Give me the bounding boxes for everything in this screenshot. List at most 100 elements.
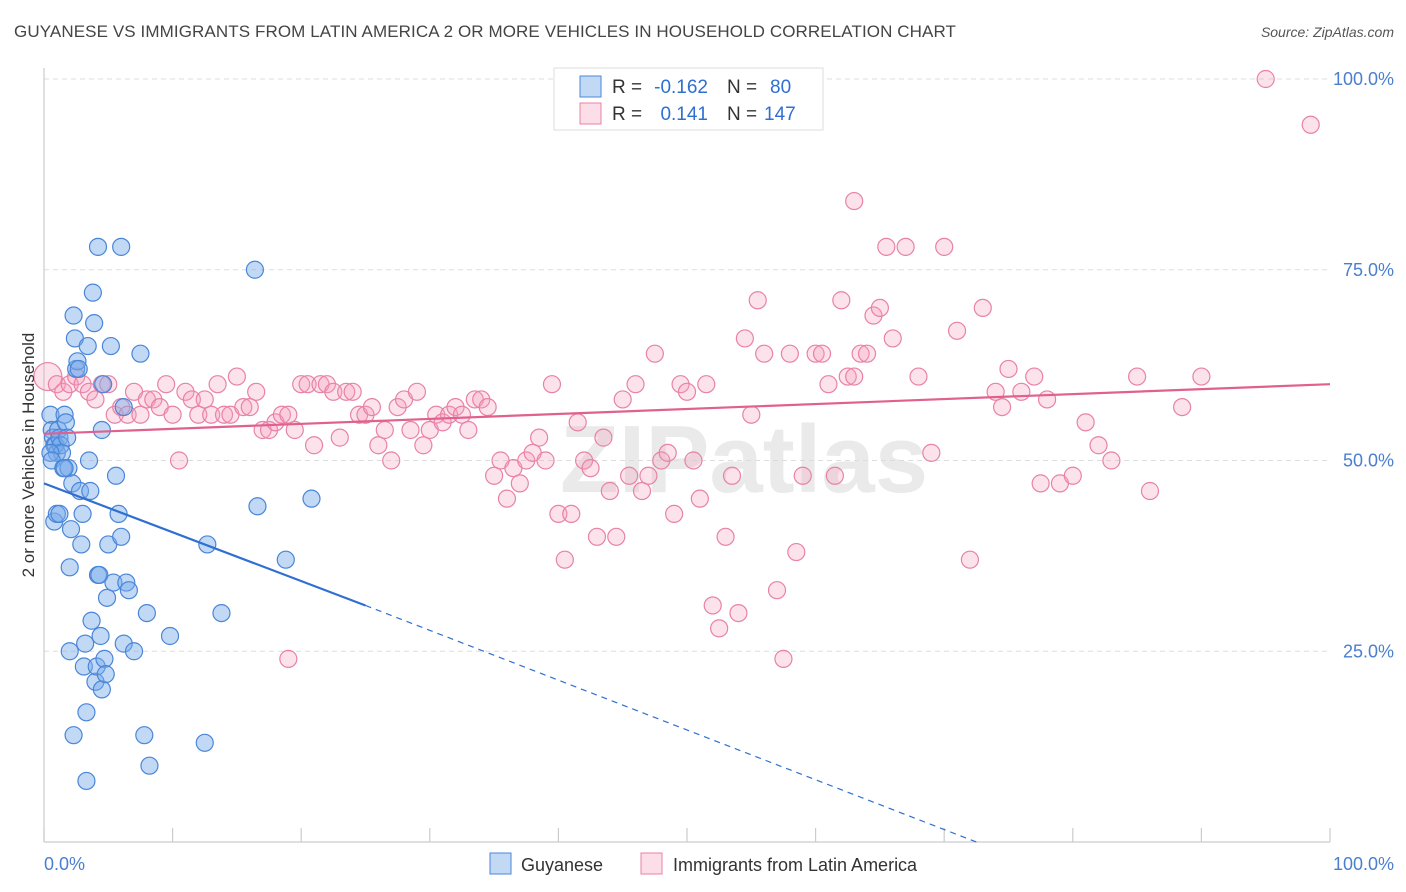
point-latin-america	[1063, 466, 1082, 485]
point-guyanese	[85, 314, 104, 333]
point-latin-america	[877, 237, 896, 256]
point-latin-america	[337, 382, 356, 401]
point-latin-america	[1127, 367, 1147, 386]
point-latin-america	[555, 550, 574, 569]
point-guyanese	[124, 642, 144, 661]
point-guyanese	[302, 489, 321, 508]
point-latin-america	[562, 504, 581, 524]
point-latin-america	[1301, 115, 1320, 134]
legend-bottom-swatch-guyanese	[489, 852, 512, 875]
point-latin-america	[176, 382, 195, 401]
point-latin-america	[947, 321, 967, 340]
point-latin-america	[1140, 481, 1160, 501]
point-latin-america	[497, 489, 517, 508]
point-latin-america	[324, 382, 343, 401]
point-guyanese	[51, 436, 70, 455]
point-latin-america	[356, 405, 375, 424]
point-latin-america	[195, 390, 214, 409]
point-latin-america	[382, 451, 401, 470]
y-tick-label-75: 75.0%	[1343, 260, 1394, 280]
legend-n-label-guyanese: N =	[727, 77, 757, 98]
point-latin-america	[202, 405, 221, 424]
point-latin-america	[845, 367, 864, 386]
point-latin-america	[279, 649, 298, 668]
point-guyanese	[59, 459, 78, 478]
point-guyanese	[86, 672, 105, 691]
chart-title: GUYANESE VS IMMIGRANTS FROM LATIN AMERIC…	[14, 22, 957, 41]
point-latin-america	[896, 237, 915, 256]
point-guyanese	[69, 359, 88, 379]
point-guyanese	[64, 306, 83, 325]
stats-legend-box	[553, 67, 824, 131]
legend-n-value-guyanese: 80	[770, 77, 791, 98]
point-latin-america	[1031, 474, 1050, 493]
x-tick-label-max: 100.0%	[1333, 854, 1394, 874]
point-latin-america	[54, 382, 73, 401]
point-latin-america	[1089, 436, 1108, 455]
series-latin-america-points	[33, 69, 1320, 668]
point-latin-america	[485, 466, 504, 485]
point-latin-america	[1076, 413, 1095, 432]
legend-r-value-latin-america: 0.141	[660, 104, 708, 125]
point-guyanese	[92, 420, 111, 440]
point-latin-america	[536, 451, 555, 470]
point-latin-america	[285, 420, 304, 440]
point-latin-america	[857, 344, 877, 363]
point-latin-america	[620, 466, 639, 485]
point-latin-america	[613, 390, 632, 409]
point-guyanese	[41, 405, 60, 424]
point-latin-america	[227, 367, 246, 386]
grid-lines	[44, 78, 1330, 652]
point-latin-america	[909, 367, 928, 386]
point-guyanese	[248, 497, 267, 516]
point-guyanese	[97, 588, 117, 607]
point-latin-america	[446, 397, 465, 417]
point-guyanese	[137, 603, 156, 623]
point-latin-america	[182, 390, 201, 409]
point-latin-america	[587, 527, 607, 546]
point-latin-america	[780, 344, 799, 363]
point-latin-america	[1102, 451, 1121, 470]
point-latin-america	[1012, 382, 1031, 401]
legend-n-value-latin-america: 147	[764, 104, 796, 125]
point-latin-america	[825, 466, 844, 485]
legend-r-value-guyanese: -0.162	[654, 77, 708, 98]
point-guyanese	[77, 771, 96, 791]
point-guyanese	[106, 466, 126, 485]
legend-r-label-latin-america: R =	[612, 104, 642, 125]
point-latin-america	[388, 397, 407, 417]
point-latin-america	[317, 375, 337, 394]
point-guyanese	[81, 481, 100, 501]
point-latin-america	[722, 466, 742, 485]
source-credit: Source: ZipAtlas.com	[1260, 24, 1394, 40]
point-latin-america	[787, 542, 806, 562]
trend-line-guyanese	[43, 482, 366, 607]
point-latin-america	[60, 375, 79, 394]
point-latin-america	[568, 413, 587, 432]
point-latin-america	[710, 619, 729, 638]
point-latin-america	[755, 344, 774, 363]
point-guyanese	[41, 443, 60, 462]
point-guyanese	[55, 459, 74, 478]
point-guyanese	[56, 413, 75, 432]
point-latin-america	[510, 474, 529, 493]
point-latin-america	[33, 361, 63, 392]
point-latin-america	[684, 451, 703, 470]
point-latin-america	[86, 390, 105, 409]
point-guyanese	[92, 680, 111, 699]
legend-swatch-guyanese	[579, 75, 602, 98]
watermark: ZIPatlas	[560, 406, 928, 513]
point-latin-america	[234, 397, 253, 417]
point-latin-america	[690, 489, 709, 508]
point-latin-america	[298, 375, 317, 394]
point-latin-america	[819, 375, 838, 394]
point-guyanese	[104, 573, 123, 592]
point-guyanese	[91, 626, 110, 646]
point-latin-america	[658, 443, 677, 462]
point-latin-america	[999, 359, 1018, 379]
point-guyanese	[74, 657, 93, 676]
point-latin-america	[1256, 69, 1275, 89]
point-guyanese	[94, 375, 113, 394]
series-guyanese-points	[41, 237, 321, 791]
